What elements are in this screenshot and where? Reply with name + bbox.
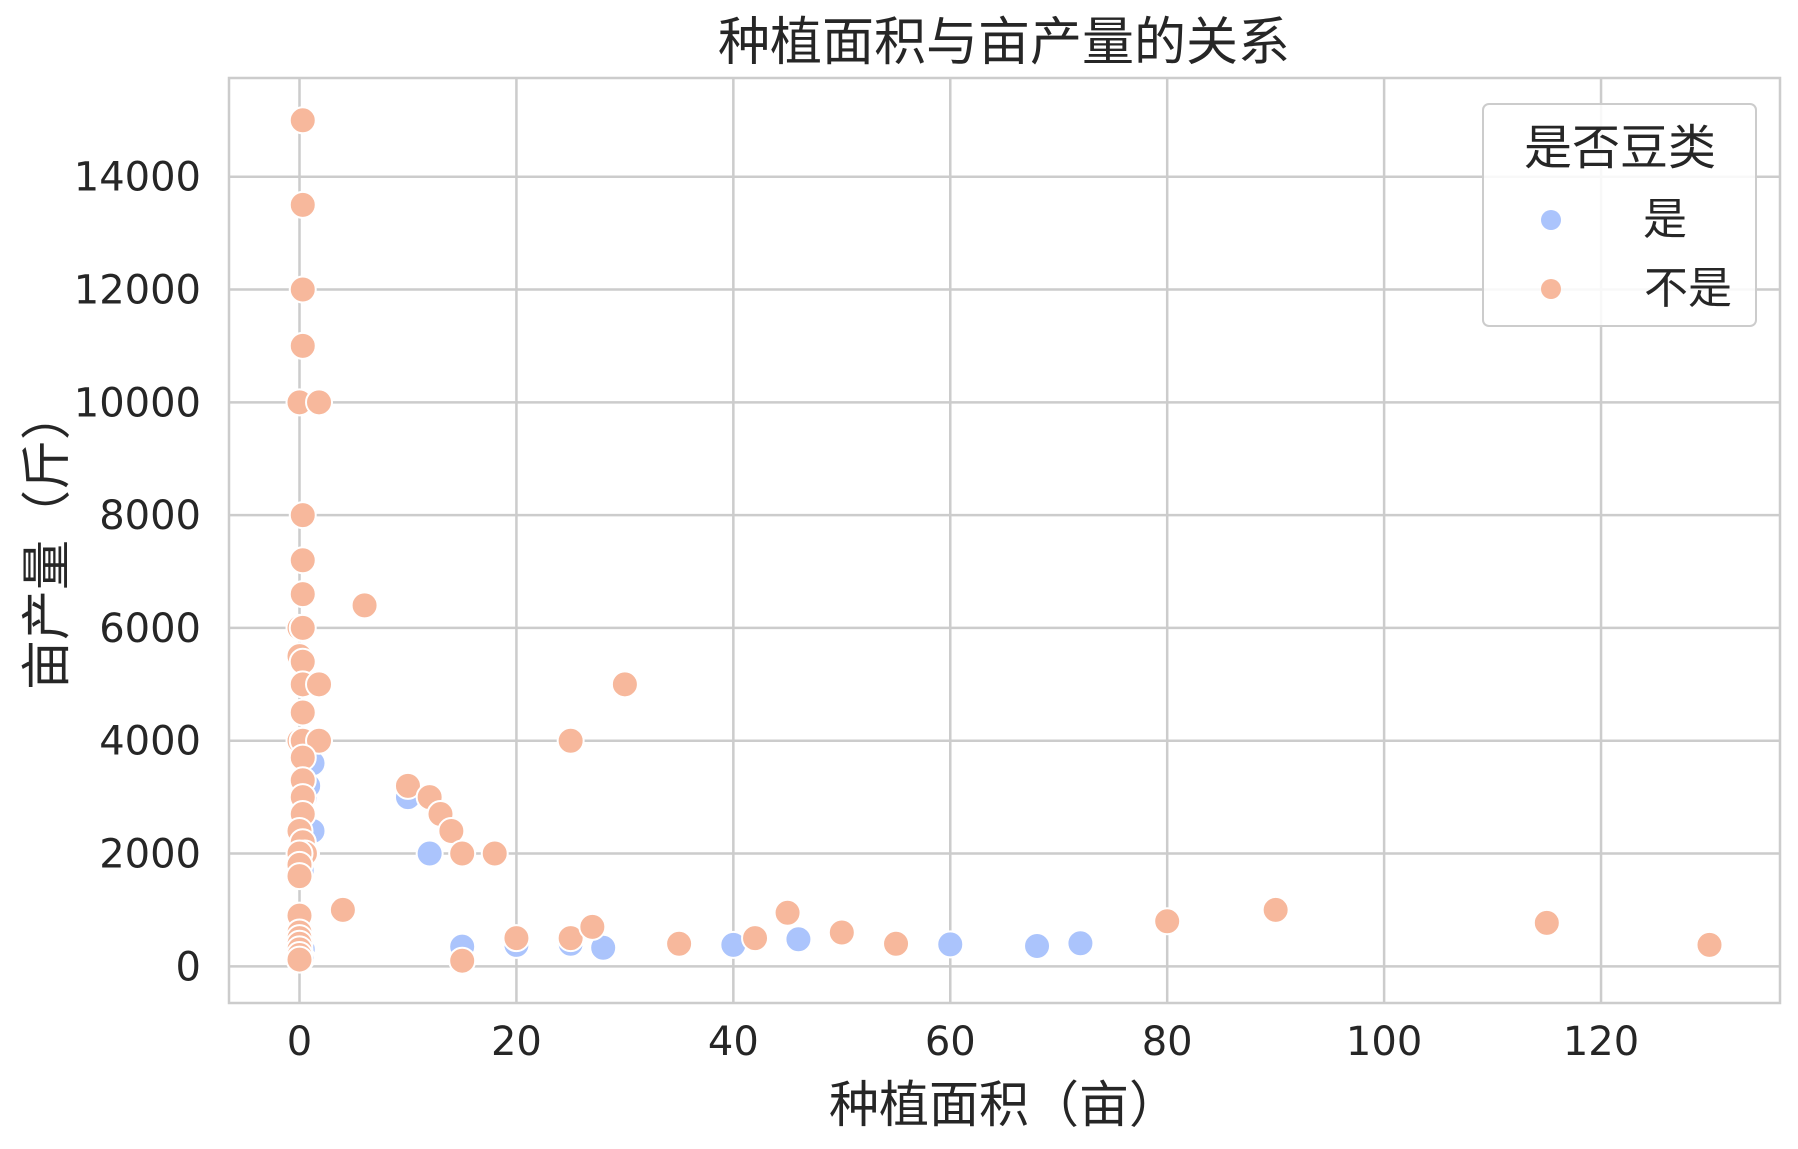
y-tick-label: 6000 (99, 606, 201, 652)
data-point (773, 898, 802, 927)
chart-title: 种植面积与亩产量的关系 (718, 13, 1290, 73)
legend-marker-yes (1541, 210, 1561, 230)
data-point (350, 591, 379, 620)
data-point (556, 924, 585, 953)
y-tick-label: 2000 (99, 832, 201, 878)
data-point (882, 929, 911, 958)
data-point (305, 670, 334, 699)
x-tick-labels: 0 20 40 60 80 100 120 (287, 1019, 1639, 1065)
data-point (288, 546, 317, 575)
data-point (827, 918, 856, 947)
data-point (288, 501, 317, 530)
data-point (437, 816, 466, 845)
data-point (784, 925, 813, 954)
data-point (285, 945, 314, 974)
legend-box (1482, 103, 1757, 327)
data-point (1023, 932, 1052, 961)
y-tick-label: 4000 (99, 719, 201, 765)
series-1 (285, 106, 1724, 975)
legend-label-no: 不是 (1644, 263, 1732, 314)
x-tick-label: 0 (287, 1019, 312, 1065)
data-point (305, 726, 334, 755)
data-point (1066, 929, 1095, 958)
legend: 是否豆类 是 不是 (1482, 103, 1757, 327)
data-point (1261, 895, 1290, 924)
data-point (288, 106, 317, 135)
data-point (502, 924, 531, 953)
data-point (741, 924, 770, 953)
x-tick-label: 100 (1346, 1019, 1422, 1065)
legend-label-yes: 是 (1643, 194, 1687, 245)
x-tick-label: 60 (925, 1019, 976, 1065)
y-axis-title: 亩产量（斤） (18, 390, 76, 690)
legend-marker-no (1541, 279, 1561, 299)
y-tick-labels: 0 2000 4000 6000 8000 10000 12000 14000 (74, 155, 201, 991)
data-point (288, 698, 317, 727)
data-point (1153, 907, 1182, 936)
x-axis-title: 种植面积（亩） (829, 1076, 1179, 1134)
data-point (288, 275, 317, 304)
data-point (393, 771, 422, 800)
x-tick-label: 120 (1563, 1019, 1639, 1065)
data-point (448, 946, 477, 975)
x-tick-label: 40 (708, 1019, 759, 1065)
data-point (1532, 908, 1561, 937)
data-point (665, 929, 694, 958)
data-point (305, 388, 334, 417)
data-points (285, 106, 1724, 975)
data-point (936, 930, 965, 959)
legend-title: 是否豆类 (1524, 120, 1716, 176)
y-tick-label: 8000 (99, 493, 201, 539)
x-tick-label: 80 (1142, 1019, 1193, 1065)
data-point (288, 331, 317, 360)
y-tick-label: 12000 (74, 268, 201, 314)
data-point (1695, 930, 1724, 959)
data-point (610, 670, 639, 699)
data-point (328, 895, 357, 924)
data-point (556, 726, 585, 755)
data-point (480, 839, 509, 868)
data-point (448, 839, 477, 868)
data-point (285, 862, 314, 891)
data-point (415, 839, 444, 868)
data-point (578, 912, 607, 941)
data-point (288, 613, 317, 642)
data-point (288, 190, 317, 219)
y-tick-label: 10000 (74, 380, 201, 426)
y-tick-label: 0 (176, 944, 201, 990)
data-point (288, 580, 317, 609)
y-tick-label: 14000 (74, 155, 201, 201)
x-tick-label: 20 (491, 1019, 542, 1065)
